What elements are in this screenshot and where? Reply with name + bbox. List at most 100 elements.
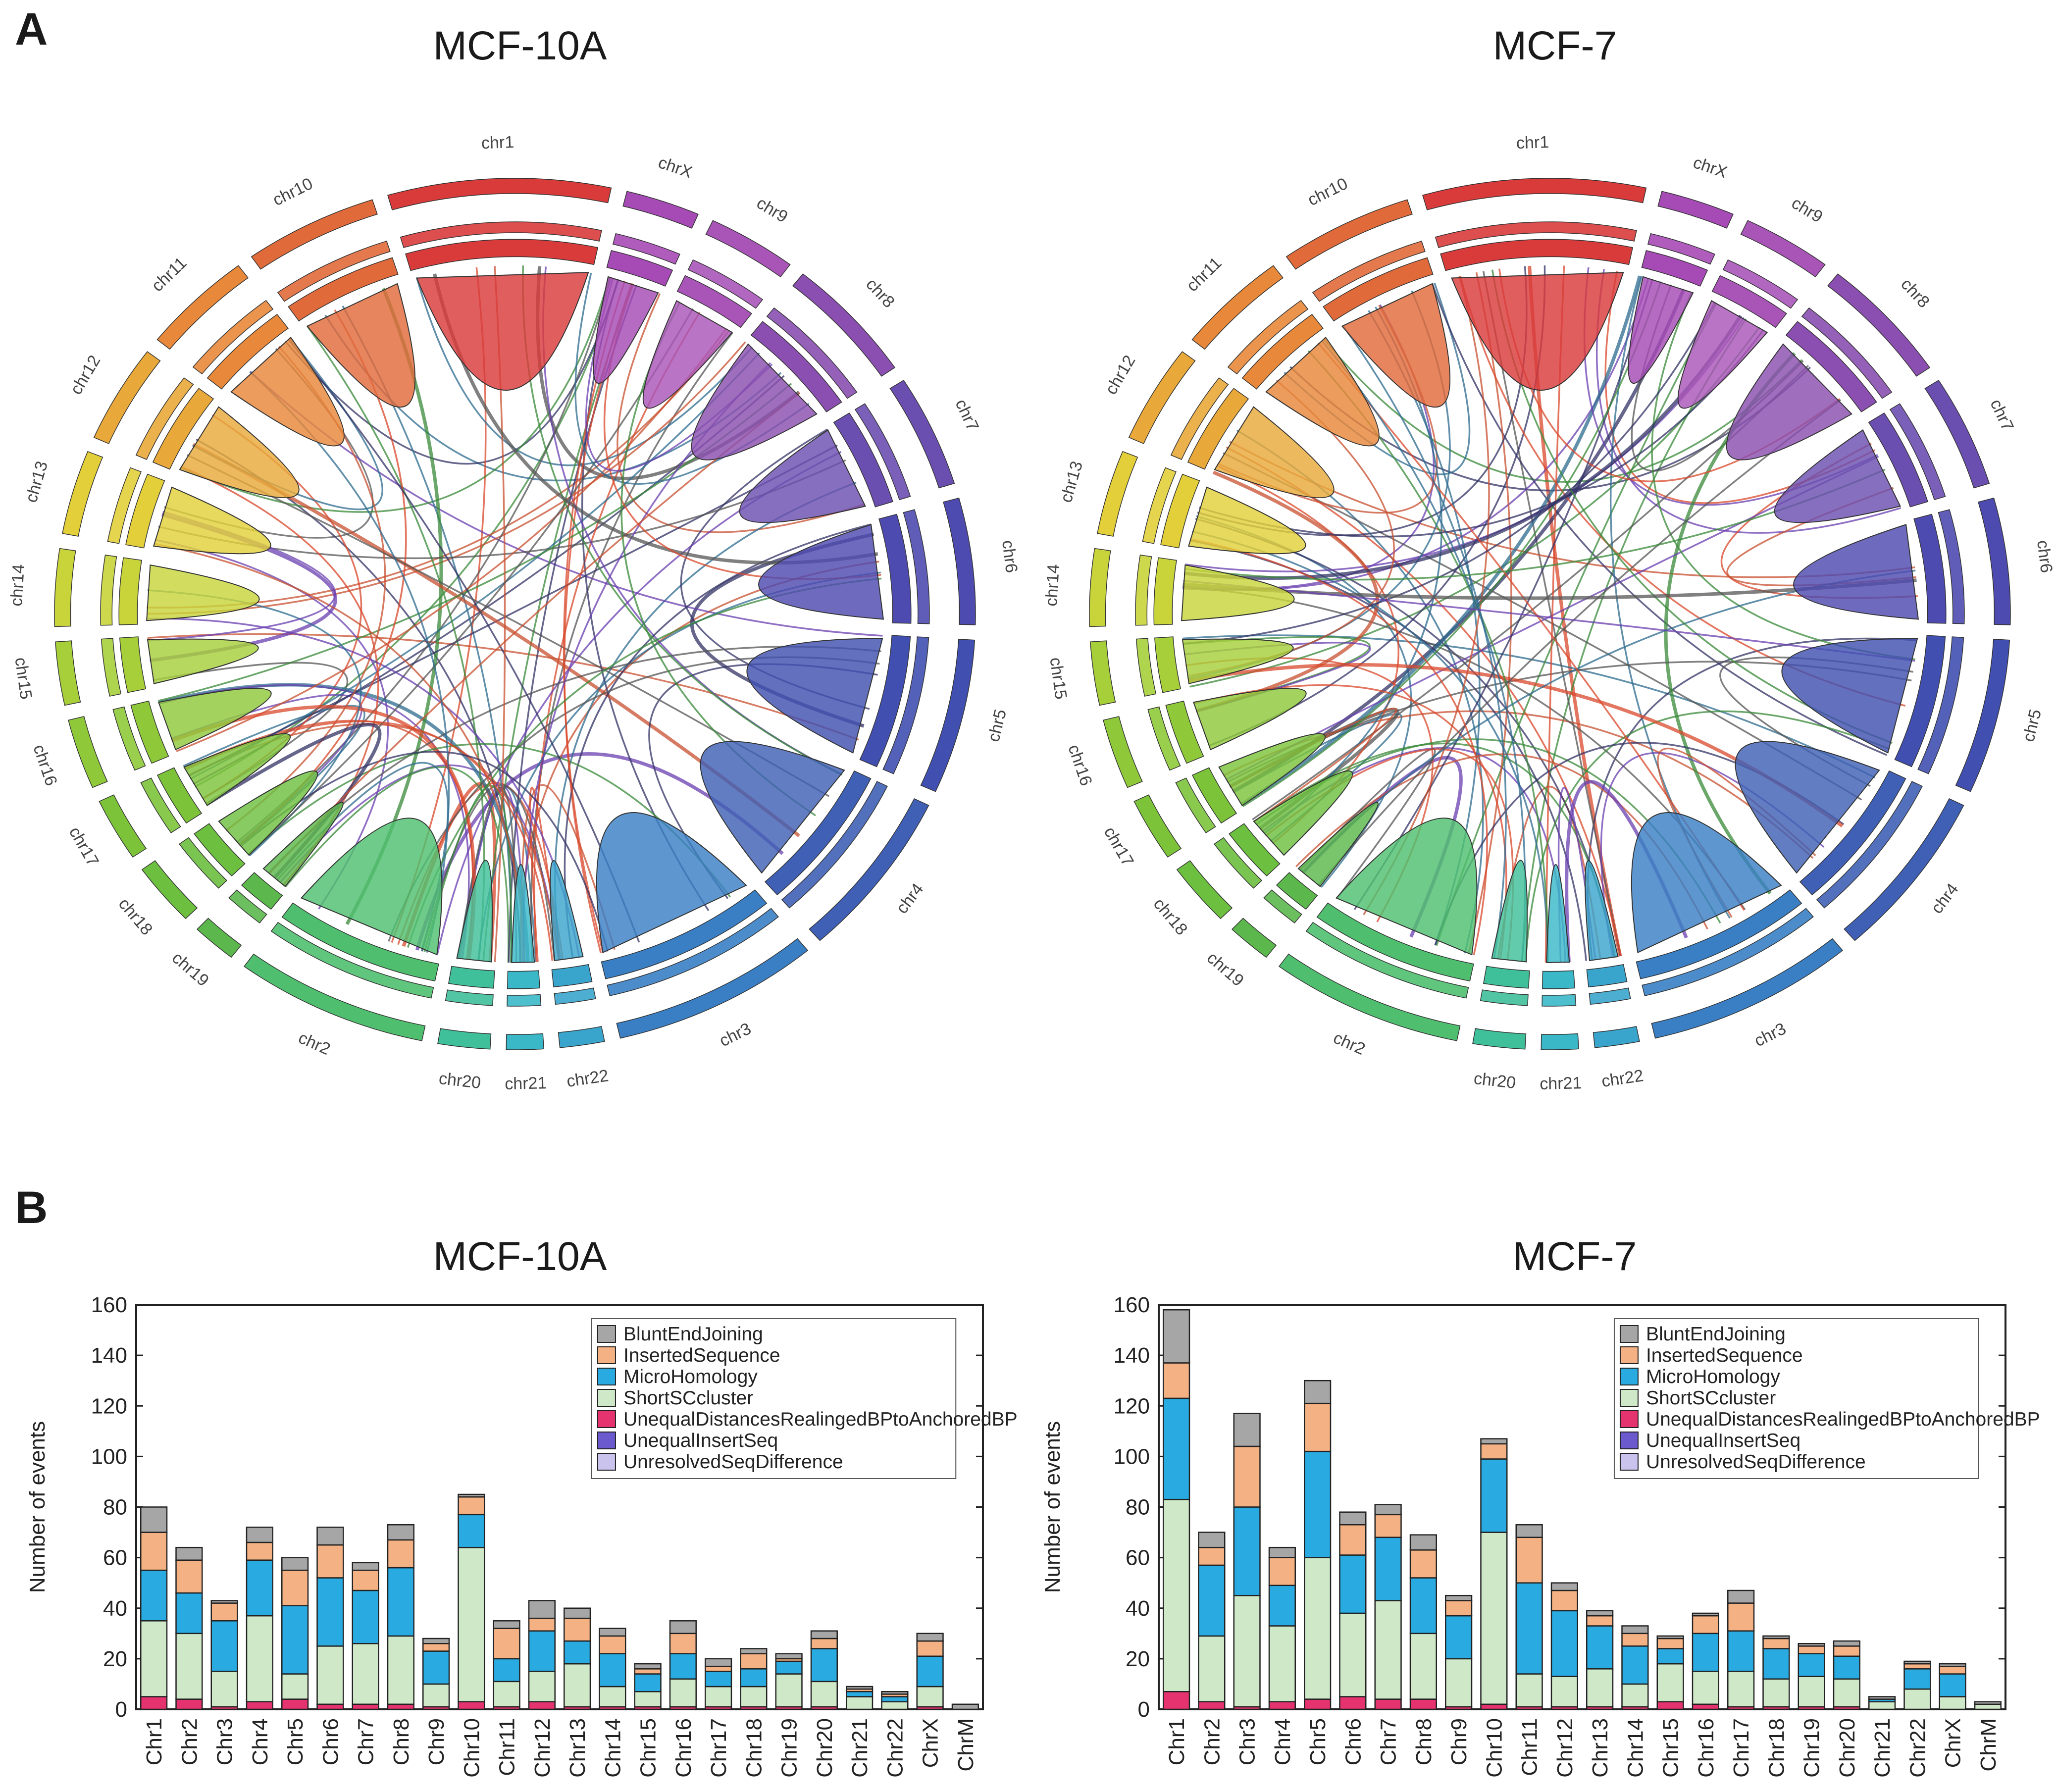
- circos-ideogram: [194, 823, 246, 877]
- circos-ideogram: [878, 513, 912, 624]
- circos-ideogram: [1801, 307, 1893, 399]
- circos-ideogram: [241, 872, 283, 910]
- circos-histogram-track: [1955, 639, 2010, 792]
- bar-segment: [846, 1691, 874, 1697]
- circos-ideogram: [676, 275, 752, 328]
- circos-chromosome-label: chr21: [505, 1074, 547, 1093]
- legend-label: UnequalDistancesRealingedBPtoAnchoredBP: [1646, 1409, 2040, 1430]
- circos-link: [1521, 318, 1747, 962]
- legend-label: InsertedSequence: [1646, 1345, 1803, 1366]
- circos-histogram-track: [68, 716, 108, 788]
- circos-link: [154, 543, 526, 963]
- bar-segment: [1515, 1582, 1543, 1675]
- bar-segment: [1480, 1532, 1508, 1705]
- circos-self-link: [146, 564, 260, 621]
- bar-segment: [1727, 1630, 1755, 1672]
- circos-link: [287, 338, 640, 943]
- x-tick-label: Chr10: [460, 1718, 484, 1778]
- circos-chromosome-label: chr22: [565, 1066, 610, 1091]
- circos-histogram-track: [809, 798, 929, 941]
- bar-segment: [1233, 1594, 1261, 1708]
- bar-segment: [1339, 1612, 1367, 1697]
- bar-segment: [1974, 1701, 2002, 1705]
- x-tick-label: Chr8: [1412, 1718, 1436, 1765]
- bar-segment: [1692, 1612, 1719, 1617]
- circos-chromosome-label: chr19: [1203, 948, 1247, 990]
- bar-segment: [210, 1671, 238, 1708]
- bar-segment: [1480, 1703, 1508, 1710]
- bar-segment: [1656, 1635, 1684, 1639]
- circos-ideogram: [1165, 700, 1204, 764]
- circos-link: [423, 784, 512, 963]
- bar-segment: [316, 1645, 344, 1705]
- bar-segment: [493, 1628, 520, 1660]
- circos-link: [249, 371, 450, 953]
- bar-segment: [1233, 1506, 1261, 1596]
- bar-segment: [140, 1506, 168, 1533]
- circos-histogram-track: [196, 918, 242, 958]
- y-tick-label: 20: [103, 1647, 127, 1671]
- y-axis-label: Number of events: [1040, 1421, 1065, 1593]
- circos-chromosome-label: chr12: [1102, 352, 1139, 398]
- x-tick-label: Chr17: [1729, 1718, 1753, 1778]
- bar-segment: [1727, 1602, 1755, 1632]
- circos-self-link: [306, 283, 416, 408]
- bar-segment: [1233, 1413, 1261, 1447]
- bar-segment: [669, 1653, 697, 1680]
- circos-histogram-track: [1541, 1033, 1580, 1050]
- bar-segment: [387, 1539, 414, 1569]
- x-tick-label: Chr2: [177, 1718, 202, 1765]
- circos-chromosome-label: chr6: [998, 539, 1021, 574]
- circos-histogram-track: [99, 794, 147, 858]
- bar-segment: [1339, 1524, 1367, 1556]
- bar-segment: [316, 1703, 344, 1710]
- circos-self-link: [700, 741, 845, 874]
- bar-segment: [1798, 1642, 1825, 1647]
- circos-chromosome-label: chr15: [11, 656, 35, 700]
- bar-segment: [1304, 1557, 1332, 1700]
- bar-segment: [740, 1653, 768, 1670]
- circos-self-link: [596, 812, 747, 954]
- legend: [1613, 1318, 1979, 1479]
- circos-segment-chr21: chr21: [1540, 864, 1582, 1093]
- x-tick-label: Chr22: [883, 1718, 907, 1778]
- bar-segment: [1550, 1676, 1578, 1708]
- x-tick-label: Chr10: [1482, 1718, 1506, 1778]
- circos-link: [1651, 292, 1915, 661]
- y-tick-label: 0: [1138, 1697, 1150, 1722]
- circos-ideogram: [764, 770, 872, 896]
- circos-histogram-track: [1740, 220, 1826, 278]
- circos-ideogram: [606, 250, 673, 287]
- circos-self-link: [1628, 276, 1694, 384]
- circos-link: [617, 293, 865, 533]
- circos-self-link: [1774, 429, 1901, 523]
- circos-chromosome-label: chr13: [1057, 459, 1086, 505]
- circos-link: [433, 273, 878, 565]
- circos-self-link: [300, 818, 443, 956]
- bar-segment: [1621, 1683, 1649, 1708]
- circos-ideogram: [1894, 635, 1946, 768]
- circos-histogram-track: [437, 1028, 492, 1050]
- bar-segment: [1798, 1653, 1825, 1677]
- bar-segment: [1939, 1665, 1966, 1675]
- circos-link: [1482, 271, 1622, 957]
- bar-segment: [352, 1589, 379, 1644]
- bar-segment: [1868, 1701, 1896, 1710]
- bar-segment: [1939, 1663, 1966, 1667]
- circos-ideogram: [1263, 889, 1302, 923]
- circos-ideogram: [119, 636, 147, 693]
- legend-label: ShortSCcluster: [623, 1387, 753, 1409]
- circos-link: [1183, 580, 1915, 662]
- circos-ideogram: [1316, 902, 1474, 982]
- bar-chart-title: MCF-7: [1513, 1234, 1637, 1279]
- x-tick-label: Chr14: [1623, 1718, 1647, 1778]
- bar-segment: [1692, 1633, 1719, 1672]
- circos-segment-chr22: chr22: [1585, 860, 1645, 1091]
- circos-ideogram: [1589, 987, 1631, 1005]
- bar-segment: [1798, 1676, 1825, 1708]
- circos-self-link: [1187, 486, 1306, 555]
- bar-segment: [1445, 1615, 1473, 1660]
- circos-chromosome-label: chr17: [65, 823, 103, 870]
- x-tick-label: Chr2: [1200, 1718, 1224, 1765]
- circos-link: [176, 328, 727, 752]
